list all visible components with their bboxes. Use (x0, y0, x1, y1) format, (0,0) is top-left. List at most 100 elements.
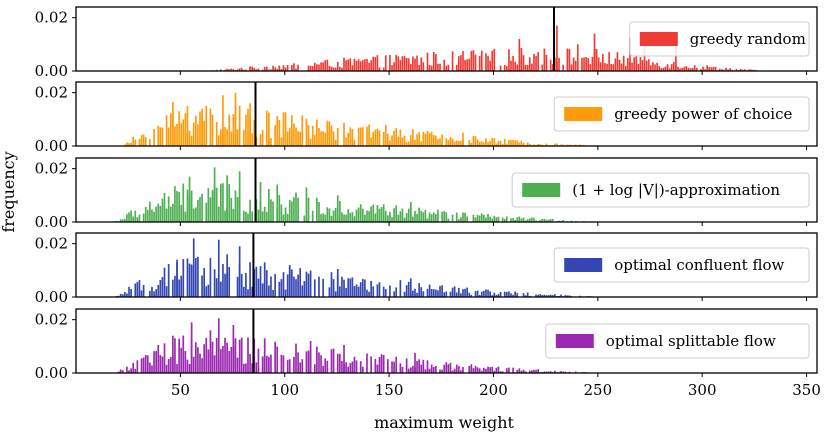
histogram-bar (161, 198, 164, 222)
histogram-bar (242, 363, 245, 373)
histogram-bar (209, 330, 212, 373)
histogram-bar (505, 216, 508, 222)
histogram-bar (345, 137, 347, 146)
histogram-bar (691, 67, 694, 71)
histogram-bar (551, 64, 554, 71)
histogram-bar (583, 57, 585, 71)
histogram-bar (318, 352, 320, 373)
histogram-bar (541, 64, 544, 71)
histogram-bar (339, 353, 341, 373)
panel-3: 0.00 0.02 (1 + log |V|)-approximation (35, 157, 818, 231)
histogram-bar (224, 126, 226, 146)
histogram-bar (693, 65, 696, 71)
histogram-bar (165, 115, 168, 146)
histogram-bar (324, 358, 327, 373)
histogram-bar (455, 212, 458, 222)
histogram-bar (389, 55, 391, 71)
histogram-bar (359, 61, 362, 71)
histogram-bar (608, 52, 610, 71)
histogram-bar (495, 294, 498, 297)
histogram-bar (341, 360, 343, 373)
histogram-bar (518, 142, 521, 146)
histogram-bar (445, 362, 448, 373)
histogram-bar (274, 273, 276, 297)
histogram-bar (201, 108, 203, 146)
histogram-bar (159, 206, 162, 222)
histogram-bar (508, 140, 510, 146)
histogram-bar (503, 218, 506, 222)
histogram-bar (485, 217, 487, 222)
histogram-bar (443, 59, 446, 71)
histogram-bar (437, 209, 439, 222)
histogram-bar (228, 69, 231, 71)
histogram-bar (144, 137, 147, 146)
histogram-bar (232, 208, 235, 222)
histogram-bar (180, 347, 183, 373)
histogram-bar (270, 199, 272, 222)
histogram-bar (297, 131, 299, 146)
histogram-bar (203, 344, 205, 373)
histogram-bar (188, 130, 191, 146)
histogram-bar (405, 58, 408, 71)
histogram-bar (524, 371, 527, 373)
histogram-bar (485, 138, 487, 146)
histogram-bar (376, 128, 379, 146)
histogram-bar (128, 143, 130, 146)
histogram-bar (188, 176, 191, 222)
histogram-bar (347, 132, 350, 146)
histogram-bar (245, 211, 247, 222)
histogram-bar (268, 356, 270, 373)
histogram-bar (261, 356, 264, 373)
histogram-bar (443, 292, 446, 297)
histogram-bar (633, 57, 635, 71)
histogram-bar (180, 123, 183, 146)
histogram-bar (430, 214, 433, 222)
histogram-bar (422, 131, 425, 146)
histogram-bar (395, 127, 398, 146)
histogram-bar (297, 197, 299, 222)
histogram-bar (409, 135, 412, 146)
histogram-bar (159, 355, 162, 373)
histogram-bar (418, 207, 420, 222)
histogram-bar (487, 366, 489, 373)
histogram-bar (313, 279, 316, 297)
histogram-bar (211, 114, 214, 146)
histogram-bar (476, 139, 479, 146)
histogram-bar (284, 112, 287, 146)
histogram-bar (499, 371, 502, 373)
histogram-bar (439, 63, 441, 71)
histogram-bar (211, 341, 214, 373)
histogram-bar (326, 120, 329, 146)
histogram-bar (222, 345, 224, 373)
panel-frame (75, 81, 818, 147)
histogram-bar (606, 63, 608, 71)
histogram-bar (330, 66, 333, 71)
histogram-bar (280, 137, 283, 146)
histogram-bar (457, 287, 460, 297)
histogram-bar (366, 210, 368, 222)
histogram-bar (332, 348, 335, 373)
histogram-bar (203, 268, 205, 297)
histogram-bar (322, 62, 324, 71)
histogram-bar (359, 282, 362, 297)
histogram-bar (554, 143, 556, 146)
histogram-bar (286, 131, 289, 146)
histogram-bar (487, 55, 489, 71)
histogram-bar (445, 212, 448, 222)
histogram-bar (188, 263, 191, 297)
histogram-bar (460, 217, 462, 222)
histogram-bar (288, 265, 291, 297)
histogram-bar (462, 212, 464, 222)
histogram-bar (284, 67, 287, 71)
histogram-bar (566, 295, 569, 297)
histogram-bar (432, 212, 435, 222)
y-tick-label: 0.02 (35, 9, 68, 27)
x-tick-label: 350 (792, 381, 821, 399)
histogram-bar (297, 352, 299, 373)
histogram-bar (739, 69, 742, 71)
histogram-bar (199, 111, 201, 146)
histogram-bar (470, 364, 473, 373)
histogram-bar (685, 66, 688, 71)
panel-2: 0.00 0.02 greedy power of choice (35, 81, 818, 155)
histogram-bar (535, 220, 537, 222)
